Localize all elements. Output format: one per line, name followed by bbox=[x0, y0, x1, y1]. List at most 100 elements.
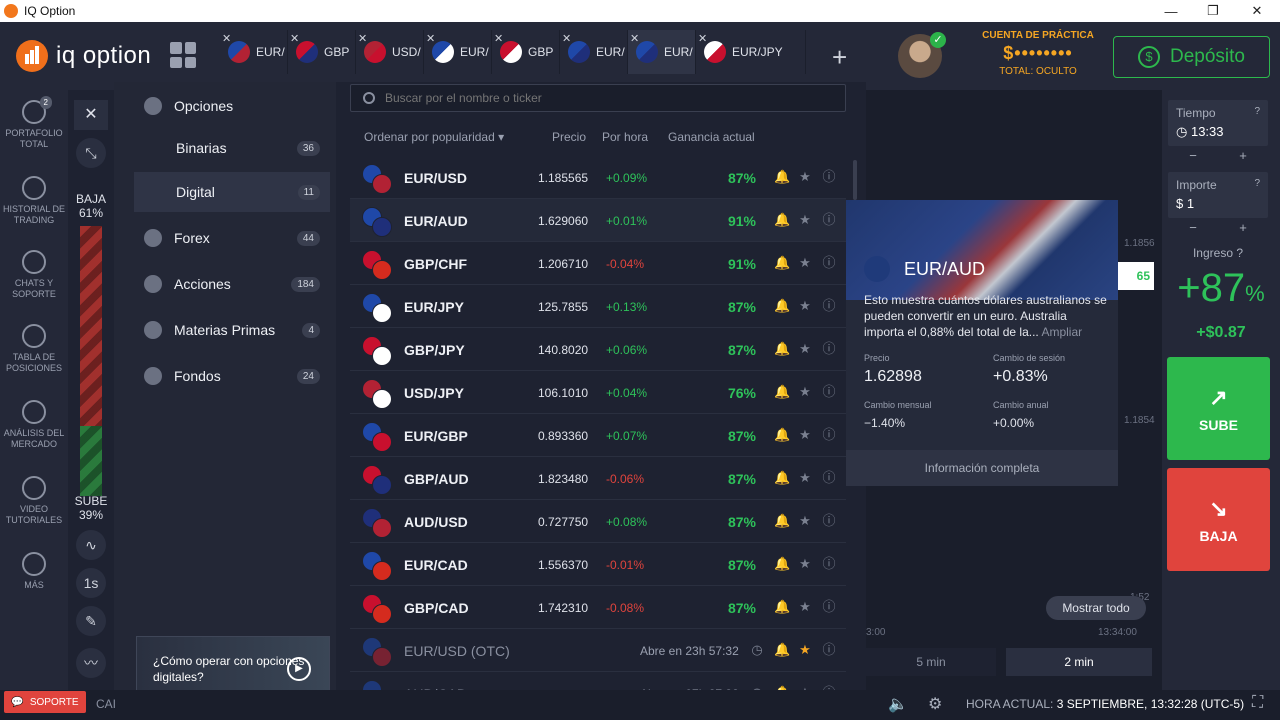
tutorial-promo[interactable]: ¿Cómo operar con opciones digitales? ▶ bbox=[136, 636, 330, 696]
search-box[interactable] bbox=[350, 84, 846, 112]
info-icon[interactable]: ⓘ bbox=[822, 642, 836, 657]
account-selector[interactable]: CUENTA DE PRÁCTICA $•••••••• TOTAL: OCUL… bbox=[978, 30, 1098, 77]
grid-menu-icon[interactable] bbox=[170, 42, 196, 68]
star-icon[interactable]: ★ bbox=[799, 427, 811, 442]
nav-item[interactable]: VIDEO TUTORIALES bbox=[0, 476, 68, 526]
nav-item[interactable]: CHATS Y SOPORTE bbox=[0, 250, 68, 300]
expand-icon[interactable]: ⤡ bbox=[76, 138, 106, 168]
asset-row[interactable]: GBP/JPY 140.8020 +0.06% 87% 🔔 ★ ⓘ bbox=[350, 328, 846, 371]
asset-tab[interactable]: ✕ EUR/ bbox=[220, 30, 288, 74]
chart-type-icon[interactable]: ∿ bbox=[76, 530, 106, 560]
bell-icon[interactable]: 🔔 bbox=[774, 341, 791, 356]
asset-tab[interactable]: ✕ EUR/JPY bbox=[696, 30, 806, 74]
close-tab-icon[interactable]: ✕ bbox=[222, 33, 232, 45]
category-item[interactable]: Digital 11 bbox=[134, 172, 330, 212]
time-stepper[interactable]: − + bbox=[1168, 148, 1268, 164]
nav-item[interactable]: MÁS bbox=[0, 552, 68, 591]
bell-icon[interactable]: 🔔 bbox=[774, 427, 791, 442]
asset-row[interactable]: AUD/USD 0.727750 +0.08% 87% 🔔 ★ ⓘ bbox=[350, 500, 846, 543]
asset-tab[interactable]: ✕ GBP bbox=[492, 30, 560, 74]
nav-item[interactable]: TABLA DE POSICIONES bbox=[0, 324, 68, 374]
gear-icon[interactable]: ⚙ bbox=[928, 696, 943, 713]
info-icon[interactable]: ⓘ bbox=[822, 212, 836, 227]
star-icon[interactable]: ★ bbox=[799, 169, 811, 184]
info-icon[interactable]: ⓘ bbox=[822, 556, 836, 571]
category-item[interactable]: Materias Primas 4 bbox=[134, 310, 330, 350]
star-icon[interactable]: ★ bbox=[799, 642, 811, 657]
star-icon[interactable]: ★ bbox=[799, 255, 811, 270]
maximize-button[interactable]: ❐ bbox=[1207, 3, 1219, 18]
star-icon[interactable]: ★ bbox=[799, 341, 811, 356]
close-tab-icon[interactable]: ✕ bbox=[562, 33, 572, 45]
category-options[interactable]: Opciones bbox=[134, 86, 330, 126]
asset-row[interactable]: EUR/AUD 1.629060 +0.01% 91% 🔔 ★ ⓘ bbox=[350, 199, 846, 242]
indicators-icon[interactable]: 〰 bbox=[76, 648, 106, 678]
asset-tab[interactable]: ✕ EUR/ bbox=[424, 30, 492, 74]
asset-tab[interactable]: ✕ USD/ bbox=[356, 30, 424, 74]
minimize-button[interactable]: — bbox=[1164, 3, 1178, 19]
asset-row[interactable]: EUR/GBP 0.893360 +0.07% 87% 🔔 ★ ⓘ bbox=[350, 414, 846, 457]
bell-icon[interactable]: 🔔 bbox=[774, 255, 791, 270]
bell-icon[interactable]: 🔔 bbox=[774, 470, 791, 485]
info-icon[interactable]: ⓘ bbox=[822, 513, 836, 528]
star-icon[interactable]: ★ bbox=[799, 599, 811, 614]
info-icon[interactable]: ⓘ bbox=[822, 169, 836, 184]
close-tab-icon[interactable]: ✕ bbox=[698, 33, 708, 45]
info-icon[interactable]: ⓘ bbox=[822, 599, 836, 614]
bell-icon[interactable]: 🔔 bbox=[774, 169, 791, 184]
col-gain[interactable]: Ganancia actual bbox=[668, 130, 755, 144]
close-tab-icon[interactable]: ✕ bbox=[290, 33, 300, 45]
asset-row[interactable]: USD/JPY 106.1010 +0.04% 76% 🔔 ★ ⓘ bbox=[350, 371, 846, 414]
nav-item[interactable]: HISTORIAL DE TRADING bbox=[0, 176, 68, 226]
nav-item[interactable]: ANÁLISIS DEL MERCADO bbox=[0, 400, 68, 450]
asset-tab[interactable]: ✕ EUR/ bbox=[560, 30, 628, 74]
amount-value[interactable]: $ 1 bbox=[1176, 196, 1195, 211]
timeframe-2min[interactable]: 2 min bbox=[1006, 648, 1152, 676]
support-button[interactable]: 💬 SOPORTE bbox=[4, 691, 86, 713]
star-icon[interactable]: ★ bbox=[799, 212, 811, 227]
add-tab-button[interactable]: + bbox=[832, 42, 848, 72]
call-button[interactable]: ↗ SUBE bbox=[1167, 357, 1270, 460]
category-item[interactable]: Acciones 184 bbox=[134, 264, 330, 304]
bell-icon[interactable]: 🔔 bbox=[774, 513, 791, 528]
time-field[interactable]: Tiempo ? ◷ 13:33 bbox=[1168, 100, 1268, 146]
amount-field[interactable]: Importe ? $ 1 bbox=[1168, 172, 1268, 218]
info-icon[interactable]: ⓘ bbox=[822, 298, 836, 313]
help-icon[interactable]: ? bbox=[1254, 178, 1260, 189]
list-scrollbar[interactable] bbox=[853, 160, 857, 200]
star-icon[interactable]: ★ bbox=[799, 556, 811, 571]
info-icon[interactable]: ⓘ bbox=[822, 255, 836, 270]
asset-row[interactable]: GBP/CAD 1.742310 -0.08% 87% 🔔 ★ ⓘ bbox=[350, 586, 846, 629]
plus-icon[interactable]: + bbox=[1239, 148, 1247, 163]
bell-icon[interactable]: 🔔 bbox=[774, 384, 791, 399]
close-tab-icon[interactable]: ✕ bbox=[494, 33, 504, 45]
info-icon[interactable]: ⓘ bbox=[822, 470, 836, 485]
star-icon[interactable]: ★ bbox=[799, 513, 811, 528]
close-panel-button[interactable]: ✕ bbox=[74, 100, 108, 130]
help-icon[interactable]: ? bbox=[1236, 246, 1244, 260]
search-input[interactable] bbox=[385, 91, 825, 105]
col-hourly[interactable]: Por hora bbox=[602, 130, 649, 144]
bell-icon[interactable]: 🔔 bbox=[774, 599, 791, 614]
bell-icon[interactable]: 🔔 bbox=[774, 642, 791, 657]
help-icon[interactable]: ? bbox=[1254, 106, 1260, 117]
asset-row[interactable]: EUR/CAD 1.556370 -0.01% 87% 🔔 ★ ⓘ bbox=[350, 543, 846, 586]
info-icon[interactable]: ⓘ bbox=[822, 341, 836, 356]
category-item[interactable]: Fondos 24 bbox=[134, 356, 330, 396]
asset-row[interactable]: EUR/USD 1.185565 +0.09% 87% 🔔 ★ ⓘ bbox=[350, 156, 846, 199]
draw-icon[interactable]: ✎ bbox=[76, 606, 106, 636]
play-icon[interactable]: ▶ bbox=[287, 657, 311, 681]
star-icon[interactable]: ★ bbox=[799, 384, 811, 399]
bell-icon[interactable]: 🔔 bbox=[774, 556, 791, 571]
minus-icon[interactable]: − bbox=[1189, 148, 1197, 163]
bell-icon[interactable]: 🔔 bbox=[774, 212, 791, 227]
category-item[interactable]: Binarias 36 bbox=[134, 128, 330, 168]
asset-row[interactable]: GBP/AUD 1.823480 -0.06% 87% 🔔 ★ ⓘ bbox=[350, 457, 846, 500]
sort-dropdown[interactable]: Ordenar por popularidad ▾ bbox=[364, 130, 504, 144]
star-icon[interactable]: ★ bbox=[799, 470, 811, 485]
asset-row-closed[interactable]: EUR/USD (OTC) Abre en 23h 57:32 ◷ 🔔 ★ ⓘ bbox=[350, 629, 846, 672]
asset-tab[interactable]: ✕ GBP bbox=[288, 30, 356, 74]
asset-tab[interactable]: ✕ EUR/ bbox=[628, 30, 696, 74]
bell-icon[interactable]: 🔔 bbox=[774, 298, 791, 313]
put-button[interactable]: ↘ BAJA bbox=[1167, 468, 1270, 571]
